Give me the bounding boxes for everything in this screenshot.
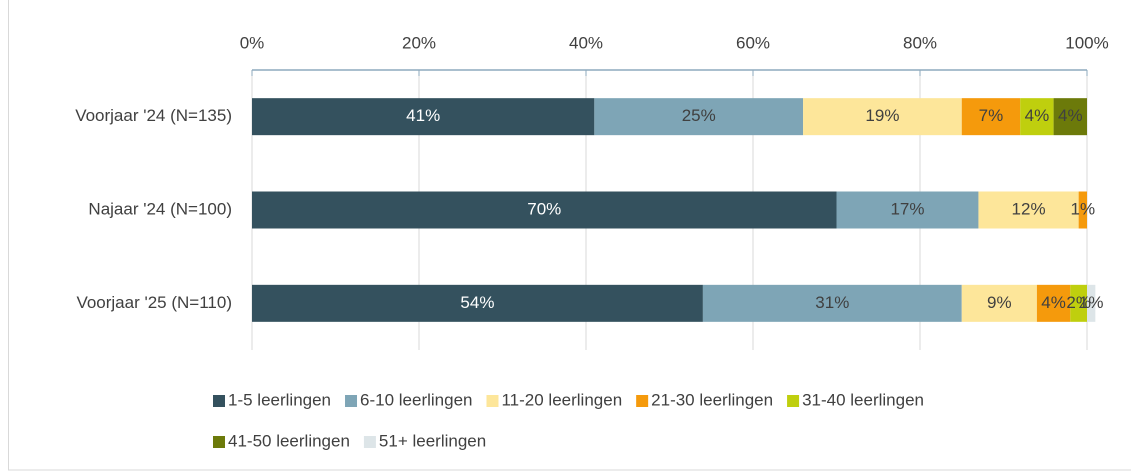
data-label: 1%: [1071, 199, 1096, 218]
data-label: 7%: [979, 106, 1004, 125]
data-label: 9%: [987, 293, 1012, 312]
data-label: 54%: [460, 293, 494, 312]
bar-segment: [978, 191, 1079, 229]
y-tick-label: Najaar '24 (N=100): [88, 199, 232, 218]
bar-segment: [252, 191, 837, 229]
legend-label: 6-10 leerlingen: [360, 390, 472, 409]
data-label: 19%: [865, 106, 899, 125]
legend-label: 21-30 leerlingen: [651, 390, 773, 409]
bar-segment: [1036, 284, 1071, 322]
x-tick-label: 20%: [402, 33, 436, 52]
data-label: 31%: [815, 293, 849, 312]
bar-segment: [1078, 191, 1087, 229]
x-tick-label: 40%: [569, 33, 603, 52]
bar-segment: [702, 284, 962, 322]
bar-segment: [803, 98, 962, 136]
legend-swatch: [345, 395, 358, 407]
data-label: 70%: [527, 199, 561, 218]
bar-segment: [252, 98, 595, 136]
x-tick-label: 80%: [903, 33, 937, 52]
x-tick-label: 60%: [736, 33, 770, 52]
bar-segment: [961, 98, 1021, 136]
legend-swatch: [363, 436, 376, 448]
bar-segment: [594, 98, 804, 136]
data-label: 12%: [1012, 199, 1046, 218]
data-label: 4%: [1041, 293, 1066, 312]
y-tick-label: Voorjaar '24 (N=135): [75, 106, 232, 125]
bar-segment: [1070, 284, 1087, 322]
bar-segment: [1020, 98, 1054, 136]
data-label: 41%: [406, 106, 440, 125]
legend-swatch: [213, 395, 225, 407]
data-label: 4%: [1025, 106, 1050, 125]
data-label: 1%: [1079, 293, 1104, 312]
legend-swatch: [636, 395, 649, 407]
bar-segment: [1087, 284, 1096, 322]
bar-segment: [252, 284, 703, 322]
data-label: 4%: [1058, 106, 1083, 125]
legend-swatch: [486, 395, 499, 407]
bar-segment: [836, 191, 979, 229]
data-label: 2%: [1066, 293, 1091, 312]
x-tick-label: 0%: [240, 33, 265, 52]
x-tick-label: 100%: [1065, 33, 1108, 52]
legend-swatch: [213, 436, 225, 448]
chart-border: [8, 0, 1131, 471]
bar-segment: [1053, 98, 1087, 136]
y-tick-label: Voorjaar '25 (N=110): [76, 293, 232, 312]
legend-label: 41-50 leerlingen: [228, 431, 350, 450]
legend-swatch: [787, 395, 800, 407]
legend-label: 51+ leerlingen: [379, 431, 486, 450]
bar-segment: [961, 284, 1037, 322]
data-label: 25%: [682, 106, 716, 125]
data-label: 17%: [890, 199, 924, 218]
legend-label: 11-20 leerlingen: [501, 390, 622, 409]
legend-label: 1-5 leerlingen: [228, 390, 331, 409]
legend-label: 31-40 leerlingen: [802, 390, 924, 409]
